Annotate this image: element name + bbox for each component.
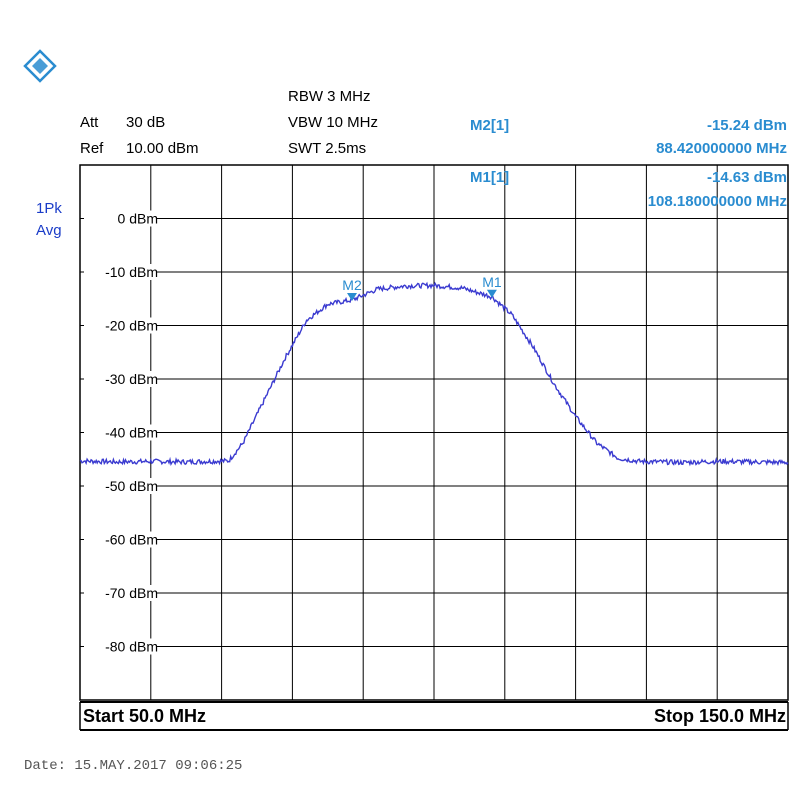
y-tick-label-bg <box>84 210 156 227</box>
y-tick-labels: 0 dBm -10 dBm -20 dBm -30 dBm -40 dBm -50 dBm… <box>84 210 158 655</box>
detector-label-2: Avg <box>36 222 62 239</box>
marker-m1-level: -14.63 dBm <box>706 169 787 186</box>
marker-m1-label: M1[1] <box>470 169 510 186</box>
y-tick-label: -80 dBm <box>105 639 158 655</box>
y-tick-label: -10 dBm <box>105 264 158 280</box>
y-tick-label: -70 dBm <box>105 585 158 601</box>
marker-m2-triangle <box>347 293 358 302</box>
rohde-schwarz-logo-icon <box>23 49 57 83</box>
marker-m1-label: M1 <box>482 274 502 290</box>
marker-m1-freq: 108.180000000 MHz <box>647 193 787 210</box>
ref-label: Ref <box>80 140 104 157</box>
y-tick-label-bg <box>84 478 156 494</box>
y-tick-label-bg <box>84 317 156 334</box>
rbw-setting: RBW 3 MHz <box>288 88 371 105</box>
ref-value: 10.00 dBm <box>126 140 199 157</box>
y-tick-label: -60 dBm <box>105 532 158 548</box>
marker-m1-triangle <box>486 289 497 298</box>
marker-m2-freq: 88.420000000 MHz <box>656 140 787 157</box>
swt-setting: SWT 2.5ms <box>288 140 367 157</box>
y-tick-label-bg <box>84 264 156 280</box>
att-value: 30 dB <box>126 114 166 131</box>
detector-label-1: 1Pk <box>36 200 62 217</box>
vbw-setting: VBW 10 MHz <box>288 114 379 131</box>
y-tick-label-bg <box>84 371 156 387</box>
marker-m2-label: M2 <box>342 277 362 293</box>
y-tick-label: -20 dBm <box>105 318 158 334</box>
y-tick-label-bg <box>84 585 156 601</box>
stop-frequency: Stop 150.0 MHz <box>653 706 786 726</box>
y-tick-label: -30 dBm <box>105 371 158 387</box>
y-tick-label: -50 dBm <box>105 478 158 494</box>
y-tick-label: -40 dBm <box>105 425 158 441</box>
marker-m2-label: M2[1] <box>470 117 510 134</box>
plot-grid <box>80 165 788 700</box>
spectrum-trace <box>79 281 789 467</box>
capture-date: Date: 15.MAY.2017 09:06:25 <box>24 758 243 774</box>
y-tick-label-bg <box>84 531 156 548</box>
marker-m2-level: -15.24 dBm <box>706 117 787 134</box>
trace-markers: M2 M1 <box>342 274 502 302</box>
y-tick-label-bg <box>84 424 156 441</box>
y-tick-label: 0 dBm <box>118 211 158 227</box>
y-tick-label-bg <box>84 638 156 655</box>
att-label: Att <box>80 114 99 131</box>
start-frequency: Start 50.0 MHz <box>83 706 207 726</box>
